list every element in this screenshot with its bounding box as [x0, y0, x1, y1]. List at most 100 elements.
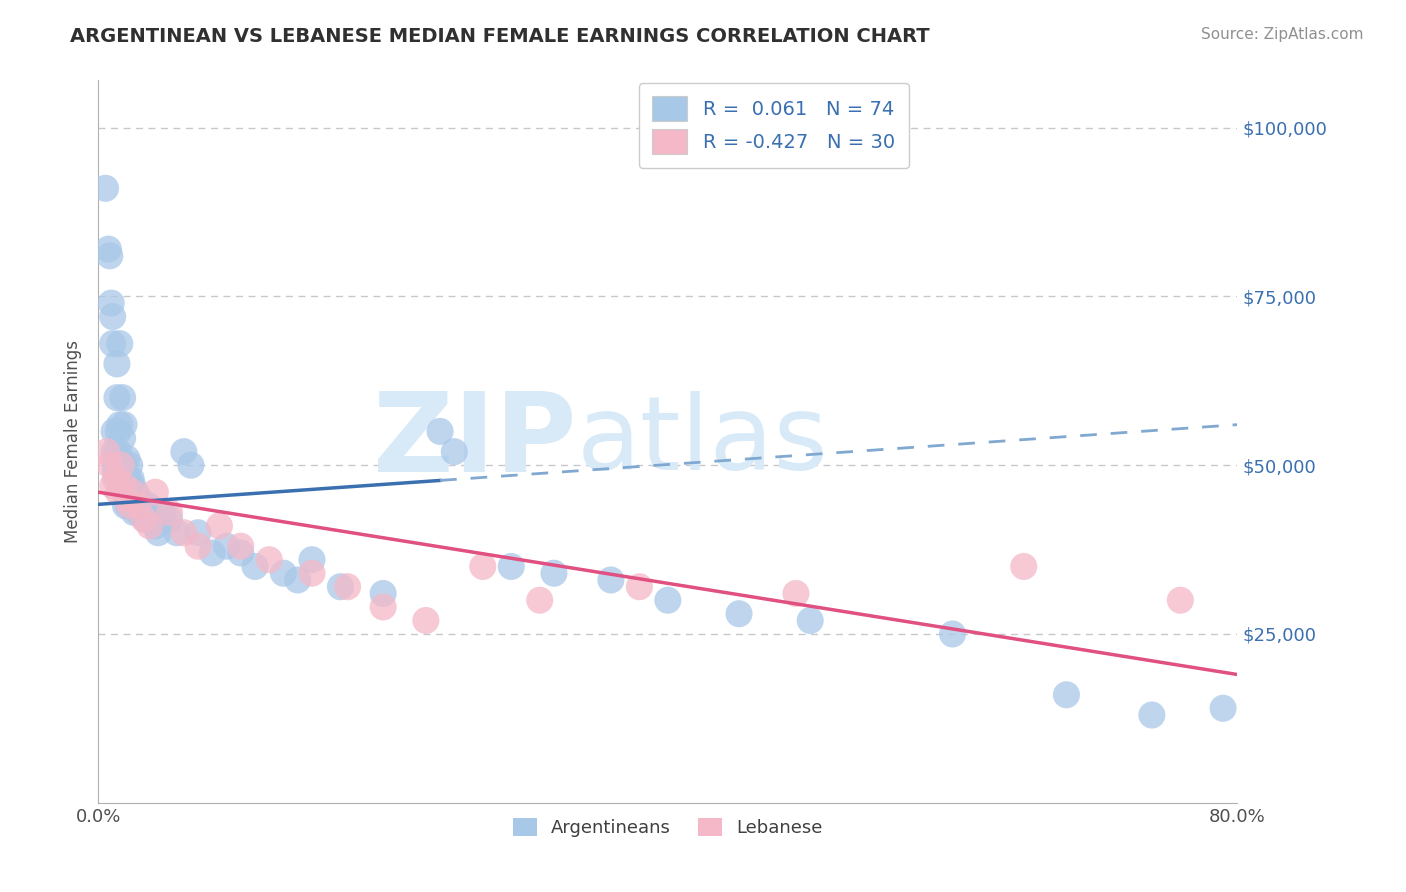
Point: [122, 505, 145, 519]
Point: [111, 391, 134, 405]
Point: [125, 499, 148, 513]
Point: [118, 499, 141, 513]
Point: [111, 431, 134, 445]
Point: [112, 417, 135, 432]
Point: [118, 485, 141, 500]
Point: [628, 580, 651, 594]
Point: [529, 593, 551, 607]
Point: [201, 546, 224, 560]
Point: [115, 451, 138, 466]
Point: [443, 444, 465, 458]
Point: [785, 586, 807, 600]
Point: [108, 336, 131, 351]
Text: atlas: atlas: [576, 391, 828, 492]
Point: [117, 472, 139, 486]
Text: ZIP: ZIP: [374, 388, 576, 495]
Point: [336, 580, 359, 594]
Point: [118, 458, 141, 472]
Point: [114, 499, 136, 513]
Point: [1212, 701, 1234, 715]
Point: [501, 559, 523, 574]
Point: [108, 417, 131, 432]
Point: [103, 444, 125, 458]
Point: [136, 499, 159, 513]
Point: [208, 519, 231, 533]
Point: [728, 607, 751, 621]
Point: [98, 249, 121, 263]
Point: [100, 296, 122, 310]
Point: [101, 336, 124, 351]
Point: [107, 425, 129, 439]
Point: [129, 499, 152, 513]
Point: [127, 499, 149, 513]
Point: [127, 505, 149, 519]
Point: [1012, 559, 1035, 574]
Point: [173, 525, 195, 540]
Point: [98, 458, 121, 472]
Point: [148, 525, 170, 540]
Point: [1170, 593, 1192, 607]
Point: [138, 519, 160, 533]
Point: [94, 181, 117, 195]
Y-axis label: Median Female Earnings: Median Female Earnings: [65, 340, 83, 543]
Point: [429, 425, 451, 439]
Point: [101, 478, 124, 492]
Point: [159, 512, 181, 526]
Point: [799, 614, 821, 628]
Legend: Argentineans, Lebanese: Argentineans, Lebanese: [506, 811, 830, 845]
Point: [120, 472, 142, 486]
Point: [600, 573, 623, 587]
Point: [101, 310, 124, 324]
Point: [373, 599, 395, 614]
Point: [152, 505, 174, 519]
Point: [104, 458, 127, 472]
Point: [138, 512, 160, 526]
Point: [657, 593, 679, 607]
Point: [1056, 688, 1078, 702]
Point: [145, 519, 167, 533]
Point: [96, 444, 118, 458]
Point: [145, 485, 167, 500]
Point: [329, 580, 352, 594]
Point: [112, 478, 135, 492]
Point: [287, 573, 309, 587]
Point: [120, 499, 142, 513]
Point: [110, 478, 132, 492]
Point: [229, 539, 252, 553]
Point: [273, 566, 295, 581]
Point: [1140, 708, 1163, 723]
Point: [122, 491, 145, 506]
Point: [124, 485, 146, 500]
Point: [121, 485, 143, 500]
Point: [110, 458, 132, 472]
Point: [132, 512, 155, 526]
Point: [301, 566, 323, 581]
Point: [301, 552, 323, 566]
Point: [105, 357, 128, 371]
Point: [134, 512, 156, 526]
Point: [243, 559, 266, 574]
Point: [104, 472, 127, 486]
Point: [180, 458, 202, 472]
Point: [229, 546, 252, 560]
Point: [121, 478, 143, 492]
Point: [173, 444, 195, 458]
Point: [107, 444, 129, 458]
Point: [132, 505, 155, 519]
Point: [942, 627, 965, 641]
Point: [114, 472, 136, 486]
Point: [166, 525, 188, 540]
Point: [373, 586, 395, 600]
Point: [259, 552, 281, 566]
Point: [141, 512, 163, 526]
Point: [215, 539, 238, 553]
Point: [471, 559, 494, 574]
Point: [187, 539, 209, 553]
Point: [97, 242, 120, 256]
Point: [415, 614, 437, 628]
Text: Source: ZipAtlas.com: Source: ZipAtlas.com: [1201, 27, 1364, 42]
Point: [543, 566, 565, 581]
Point: [128, 491, 150, 506]
Point: [110, 458, 132, 472]
Point: [103, 425, 125, 439]
